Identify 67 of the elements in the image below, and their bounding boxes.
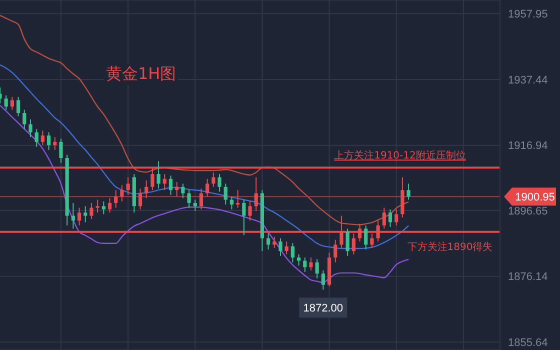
text: 黄金1H图 bbox=[104, 64, 178, 85]
candlestick bbox=[242, 199, 246, 236]
candlestick bbox=[199, 188, 204, 210]
candlestick bbox=[382, 207, 386, 230]
candlestick bbox=[84, 206, 88, 223]
ref-line-label: 下方关注1890得失 bbox=[407, 240, 493, 253]
candlestick bbox=[102, 200, 106, 215]
candlestick bbox=[284, 240, 288, 255]
candlestick bbox=[34, 128, 38, 148]
candlestick bbox=[77, 207, 82, 226]
candlestick bbox=[290, 242, 294, 263]
candlestick bbox=[59, 138, 63, 164]
candlestick bbox=[230, 196, 234, 210]
candlestick bbox=[162, 174, 166, 191]
candlestick bbox=[96, 199, 100, 214]
candlestick bbox=[212, 172, 216, 188]
candlestick bbox=[90, 202, 94, 220]
y-tick-label: 1916.94 bbox=[508, 140, 548, 152]
candlestick bbox=[218, 174, 222, 192]
candlestick bbox=[394, 208, 398, 226]
candlestick bbox=[71, 202, 75, 230]
candlestick bbox=[346, 228, 350, 256]
candlestick bbox=[53, 136, 57, 150]
candlestick bbox=[144, 180, 148, 199]
candlestick bbox=[321, 270, 325, 290]
candlestick bbox=[175, 182, 179, 198]
candlestick bbox=[187, 190, 191, 208]
ref-line-label: 上方关注1910-12附近压制位 bbox=[334, 150, 466, 162]
candlestick bbox=[254, 176, 258, 212]
candlestick bbox=[28, 118, 32, 138]
candlestick bbox=[224, 183, 228, 206]
candlestick bbox=[16, 96, 20, 117]
candlestick bbox=[278, 238, 282, 256]
candlestick bbox=[303, 257, 307, 272]
y-tick-label: 1876.14 bbox=[508, 271, 548, 284]
candlestick bbox=[168, 175, 173, 196]
candlestick bbox=[266, 232, 270, 250]
candlestick bbox=[334, 239, 338, 263]
ref-line-label: 1900.95 bbox=[515, 192, 555, 204]
candlestick bbox=[388, 208, 392, 228]
candlestick bbox=[40, 130, 44, 146]
candlestick bbox=[236, 190, 240, 208]
candlestick bbox=[406, 183, 410, 200]
y-tick-label: 1937.44 bbox=[508, 74, 548, 86]
candlestick bbox=[272, 236, 276, 248]
candlestick bbox=[108, 198, 112, 214]
candlestick bbox=[4, 94, 8, 110]
candlestick bbox=[120, 184, 124, 202]
candlestick bbox=[309, 257, 313, 271]
candlestick bbox=[156, 160, 160, 189]
candlestick bbox=[296, 254, 301, 266]
annotation: 1872.00 bbox=[303, 302, 344, 315]
y-tick-label: 1957.95 bbox=[508, 8, 548, 21]
candlestick bbox=[138, 188, 142, 210]
y-tick-label: 1896.65 bbox=[508, 205, 548, 218]
candlestick bbox=[10, 96, 14, 110]
candlestick bbox=[315, 258, 319, 279]
candlestick bbox=[22, 109, 26, 130]
y-tick-label: 1855.64 bbox=[508, 337, 548, 350]
candlestick bbox=[46, 132, 51, 150]
candlestick bbox=[206, 178, 210, 198]
candlestick bbox=[126, 176, 130, 196]
candlestick bbox=[193, 199, 197, 212]
candlestick bbox=[248, 200, 252, 222]
candlestick bbox=[364, 224, 368, 250]
candlestick bbox=[181, 183, 185, 199]
candlestick bbox=[114, 190, 118, 208]
